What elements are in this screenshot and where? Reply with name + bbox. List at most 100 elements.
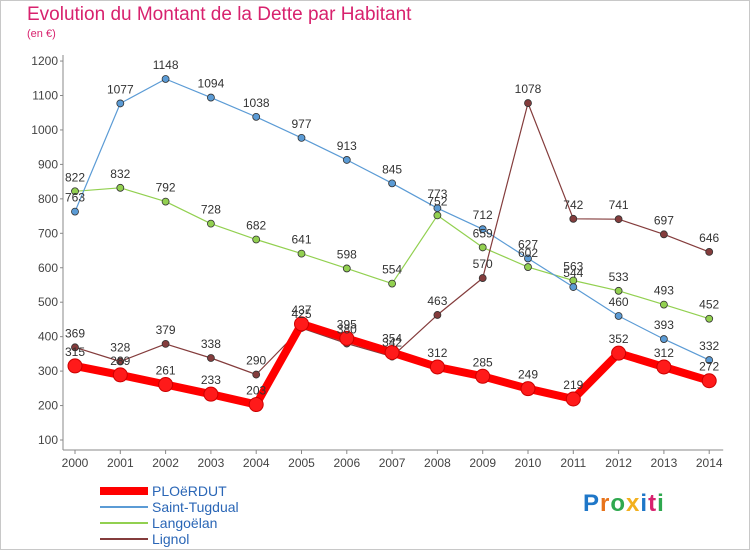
series-3-point	[569, 214, 578, 223]
series-3-data-label: 463	[427, 294, 447, 308]
logo-letter: o	[610, 490, 627, 517]
series-0-point	[339, 330, 355, 346]
series-2-point	[342, 264, 351, 273]
y-tick-label: 400	[38, 330, 58, 344]
series-0-data-label: 285	[473, 355, 493, 369]
series-3-point	[161, 339, 170, 348]
series-2-point	[297, 249, 306, 258]
x-tick-label: 2002	[152, 456, 179, 470]
series-2-point	[71, 187, 79, 196]
series-1-point	[478, 225, 487, 234]
logo-letter: x	[626, 490, 641, 517]
legend-label-series-2: Langoëlan	[152, 515, 218, 531]
series-2-data-label: 533	[609, 270, 629, 284]
series-2-data-label: 602	[518, 246, 538, 260]
series-2-point	[252, 235, 261, 244]
series-3-point	[478, 274, 487, 282]
x-tick-label: 2001	[107, 456, 134, 470]
series-1-data-label: 1148	[153, 58, 179, 72]
legend-label-series-1: Saint-Tugdual	[152, 499, 239, 515]
chart-subtitle: (en €)	[27, 28, 56, 40]
series-1-data-label: 1094	[198, 77, 225, 91]
series-2-point	[206, 219, 215, 228]
series-0-data-label: 437	[291, 303, 311, 317]
series-1-point	[71, 207, 79, 216]
series-0-data-label: 289	[110, 354, 130, 368]
y-tick-label: 500	[38, 295, 58, 309]
series-2-data-label: 554	[382, 263, 402, 277]
series-0-point	[520, 381, 536, 397]
logo-letter: i	[640, 490, 649, 517]
series-0-point	[611, 345, 627, 361]
chart-series	[67, 75, 717, 413]
series-1-data-label: 712	[473, 208, 493, 222]
logo-letter: P	[583, 490, 601, 517]
series-0-data-label: 249	[518, 368, 538, 382]
chart-title: Evolution du Montant de la Dette par Hab…	[27, 4, 412, 25]
series-1-data-label: 393	[654, 318, 674, 332]
series-2-data-label: 832	[110, 167, 130, 181]
x-tick-label: 2000	[62, 456, 89, 470]
x-tick-label: 2005	[288, 456, 315, 470]
x-tick-label: 2010	[515, 456, 542, 470]
series-3-data-label: 741	[609, 198, 629, 212]
y-tick-label: 100	[38, 433, 58, 447]
series-1-point	[388, 179, 397, 188]
series-1-data-label: 332	[699, 339, 719, 353]
series-3-data-label: 290	[246, 354, 266, 368]
series-0-point	[294, 316, 309, 332]
series-1-data-label: 763	[65, 191, 85, 205]
logo-letter: i	[657, 490, 665, 517]
series-0-point	[158, 377, 174, 393]
series-2-point	[433, 211, 442, 220]
series-1-data-label: 845	[382, 162, 402, 176]
series-1-point	[206, 93, 215, 102]
series-3-data-label: 328	[110, 340, 130, 354]
series-2-data-label: 728	[201, 203, 221, 217]
series-0-data-label: 203	[246, 384, 266, 398]
x-tick-label: 2014	[696, 456, 723, 470]
series-1-data-label: 460	[609, 295, 629, 309]
x-tick-label: 2008	[424, 456, 451, 470]
series-3-data-label: 425	[291, 307, 311, 321]
legend-swatch-series-1	[100, 506, 148, 508]
series-2-point	[660, 300, 668, 309]
series-0-point	[429, 359, 445, 375]
series-0-point	[112, 367, 128, 383]
series-3-point	[206, 354, 215, 362]
series-3-data-label: 697	[654, 213, 674, 227]
series-2-point	[524, 263, 532, 271]
series-1-data-label: 1038	[243, 96, 270, 110]
series-0-point	[384, 344, 400, 360]
series-2-point	[614, 286, 623, 295]
series-0-data-label: 233	[201, 373, 221, 387]
y-tick-label: 600	[38, 261, 58, 275]
series-3-data-label: 742	[563, 198, 583, 212]
series-0-data-label: 219	[563, 378, 583, 392]
logo-letter: t	[648, 490, 658, 517]
x-tick-label: 2004	[243, 456, 270, 470]
series-0-data-label: 315	[65, 345, 85, 359]
series-0-data-label: 261	[156, 364, 176, 378]
series-3-data-label: 379	[156, 323, 176, 337]
series-0-data-label: 354	[382, 331, 402, 345]
chart-data-labels: 822 832 792 728 682 641 598 554 752 659 602 563 533 4…	[65, 58, 720, 398]
series-3-data-label: 369	[65, 326, 85, 340]
series-2-data-label: 641	[291, 233, 311, 247]
series-3-point	[614, 215, 623, 224]
legend-label-series-3: Lignol	[152, 531, 190, 547]
series-1-point	[116, 99, 125, 108]
legend-swatch-series-2	[100, 522, 148, 524]
legend-label-series-0: PLOëRDUT	[152, 483, 227, 499]
y-tick-label: 1000	[31, 123, 58, 137]
series-0-point	[565, 391, 581, 407]
series-3-point	[252, 370, 261, 379]
series-2-point	[478, 243, 487, 252]
series-1-point	[252, 112, 261, 121]
x-tick-label: 2003	[198, 456, 225, 470]
series-3-point	[660, 230, 668, 239]
series-3-data-label: 342	[382, 336, 402, 350]
x-tick-label: 2011	[560, 456, 586, 470]
series-1-point	[161, 75, 170, 83]
